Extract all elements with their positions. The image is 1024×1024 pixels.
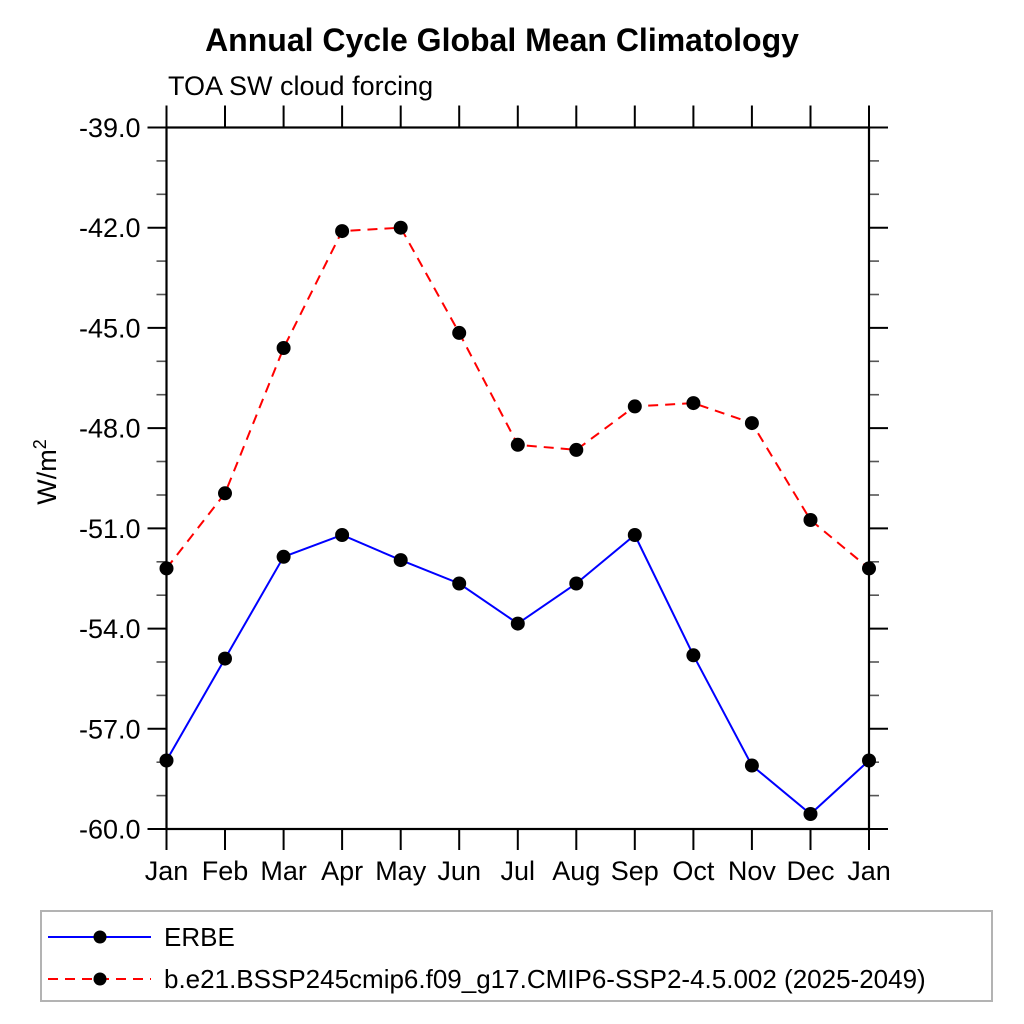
legend-label-erbe: ERBE — [164, 921, 235, 952]
svg-text:Feb: Feb — [202, 856, 249, 886]
svg-text:-42.0: -42.0 — [79, 213, 141, 243]
svg-text:Jan: Jan — [847, 856, 891, 886]
svg-text:Jun: Jun — [437, 856, 481, 886]
legend-line-sample-dashed — [48, 972, 151, 986]
legend-box: ERBE b.e21.BSSP245cmip6.f09_g17.CMIP6-SS… — [40, 910, 993, 1002]
legend-line-sample-solid — [48, 930, 151, 944]
svg-text:Oct: Oct — [672, 856, 715, 886]
legend-item-erbe: ERBE — [47, 922, 235, 952]
svg-text:Jul: Jul — [501, 856, 536, 886]
svg-text:-54.0: -54.0 — [79, 614, 141, 644]
svg-text:Nov: Nov — [728, 856, 777, 886]
plot-area: Jan Feb Mar Apr May Jun Jul Aug Sep Oct Nov Dec Jan-… — [79, 105, 891, 886]
svg-text:-60.0: -60.0 — [79, 815, 141, 845]
svg-text:Sep: Sep — [611, 856, 659, 886]
svg-text:-45.0: -45.0 — [79, 313, 141, 343]
chart-title: Annual Cycle Global Mean Climatology — [205, 22, 799, 58]
svg-text:Dec: Dec — [786, 856, 834, 886]
svg-text:-48.0: -48.0 — [79, 414, 141, 444]
svg-text:Jan: Jan — [145, 856, 189, 886]
svg-text:Aug: Aug — [552, 856, 600, 886]
svg-text:-57.0: -57.0 — [79, 714, 141, 744]
svg-text:-39.0: -39.0 — [79, 113, 141, 143]
svg-text:Mar: Mar — [260, 856, 307, 886]
legend-item-model: b.e21.BSSP245cmip6.f09_g17.CMIP6-SSP2-4.… — [47, 964, 926, 994]
legend-label-model: b.e21.BSSP245cmip6.f09_g17.CMIP6-SSP2-4.… — [164, 963, 926, 994]
svg-text:Apr: Apr — [321, 856, 363, 886]
chart-subtitle: TOA SW cloud forcing — [168, 71, 434, 101]
svg-text:May: May — [375, 856, 427, 886]
svg-text:-51.0: -51.0 — [79, 514, 141, 544]
